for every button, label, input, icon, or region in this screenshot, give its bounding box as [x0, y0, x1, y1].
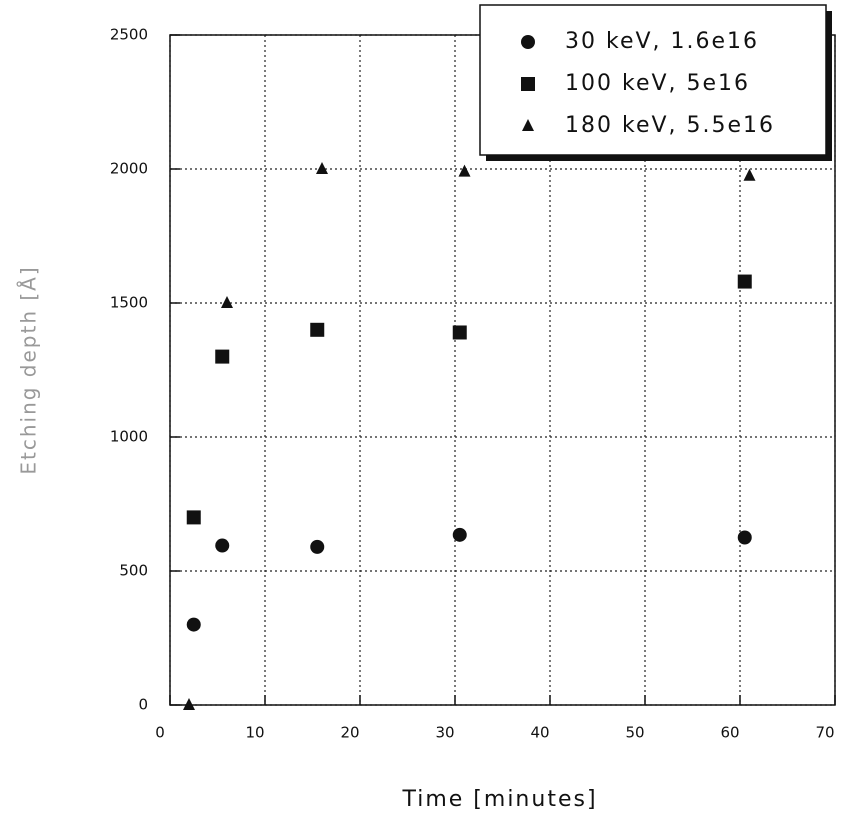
legend-label: 30 keV, 1.6e16: [565, 29, 759, 54]
y-axis-title: Etching depth [Å]: [17, 265, 41, 474]
point: [183, 698, 195, 710]
x-tick-label: 20: [340, 724, 359, 742]
x-tick-label: 50: [625, 724, 644, 742]
point: [743, 168, 756, 181]
y-tick-label: 2000: [110, 160, 148, 178]
legend-label: 100 keV, 5e16: [565, 71, 750, 96]
x-tick-label: 30: [435, 724, 454, 742]
point: [737, 530, 752, 545]
legend-label: 180 keV, 5.5e16: [565, 113, 775, 138]
point: [221, 296, 233, 308]
y-tick-label: 1000: [110, 428, 148, 446]
legend: 30 keV, 1.6e16 100 keV, 5e16 180 keV, 5.5e…: [479, 4, 832, 161]
point: [215, 349, 230, 364]
point: [737, 274, 752, 289]
legend-box: [479, 4, 827, 156]
y-tick-label: 2500: [110, 26, 148, 44]
y-tick-label: 500: [119, 562, 148, 580]
point: [186, 510, 201, 525]
point: [458, 164, 471, 177]
point: [452, 325, 467, 340]
point: [310, 322, 325, 337]
y-tick-label: 1500: [110, 294, 148, 312]
point: [310, 539, 325, 554]
legend-marker: [521, 35, 535, 49]
point: [186, 617, 201, 632]
x-tick-label: 0: [155, 724, 165, 742]
legend-marker: [521, 77, 535, 91]
x-tick-label: 70: [815, 724, 834, 742]
y-tick-label: 0: [138, 696, 148, 714]
point: [452, 527, 467, 542]
point: [316, 162, 328, 174]
x-tick-label: 40: [530, 724, 549, 742]
x-tick-label: 10: [245, 724, 264, 742]
point: [215, 538, 230, 553]
x-tick-label: 60: [720, 724, 739, 742]
legend-marker: [522, 119, 534, 131]
x-axis-title: Time [minutes]: [401, 787, 597, 812]
